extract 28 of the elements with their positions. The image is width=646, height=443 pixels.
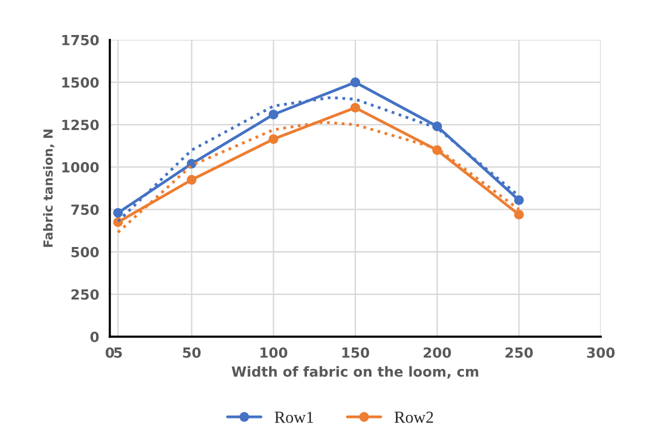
point [268,134,278,144]
point [268,110,278,120]
point [186,174,197,185]
point [113,208,123,218]
point [514,195,524,206]
x-tick-label: 150 [342,347,370,358]
x-tick-label: 300 [587,347,615,358]
x-tick-label: 0 [106,347,114,358]
x-axis-title: Width of fabric on the loom, cm [232,366,478,379]
legend-label: Row1 [274,412,314,423]
legend-label: Row2 [394,412,433,423]
point [350,77,360,88]
x-tick-label: 5 [114,348,122,358]
y-tick-label: 1500 [62,77,99,88]
y-tick-label: 0 [90,332,99,342]
y-tick-label: 500 [71,246,99,258]
x-tick-label: 250 [506,347,533,358]
y-tick-label: 1000 [62,162,99,173]
x-tick-label: 200 [424,347,451,358]
y-axis-title: Fabric tansion, N [43,130,54,247]
x-tick-label: 50 [183,347,201,358]
y-tick-label: 1750 [62,34,99,46]
x-tick-label: 100 [260,347,288,358]
y-tick-label: 1250 [62,120,99,130]
point [350,102,360,113]
point [514,210,524,220]
y-tick-label: 750 [71,204,99,215]
y-tick-label: 250 [72,289,99,300]
